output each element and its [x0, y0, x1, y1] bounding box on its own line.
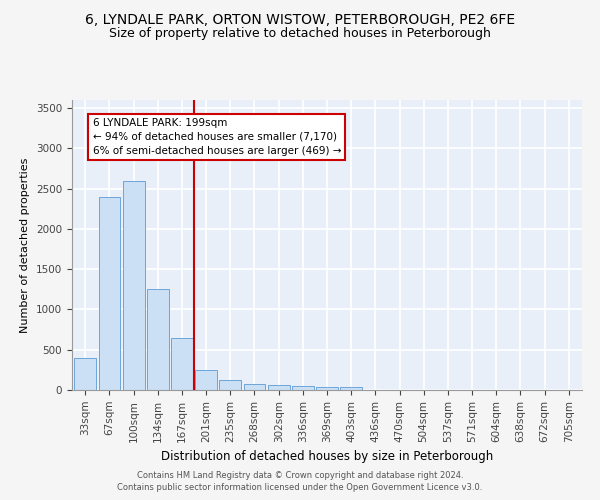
Bar [244, 384, 265, 390]
Bar [171, 338, 193, 390]
Text: 6, LYNDALE PARK, ORTON WISTOW, PETERBOROUGH, PE2 6FE: 6, LYNDALE PARK, ORTON WISTOW, PETERBORO… [85, 12, 515, 26]
Bar [74, 358, 96, 390]
Bar [268, 385, 290, 390]
Text: Contains HM Land Registry data © Crown copyright and database right 2024.
Contai: Contains HM Land Registry data © Crown c… [118, 471, 482, 492]
Bar [123, 180, 145, 390]
Bar [195, 370, 217, 390]
Bar [316, 387, 338, 390]
X-axis label: Distribution of detached houses by size in Peterborough: Distribution of detached houses by size … [161, 450, 493, 463]
Bar [292, 386, 314, 390]
Text: Size of property relative to detached houses in Peterborough: Size of property relative to detached ho… [109, 28, 491, 40]
Bar [147, 290, 169, 390]
Bar [220, 380, 241, 390]
Text: 6 LYNDALE PARK: 199sqm
← 94% of detached houses are smaller (7,170)
6% of semi-d: 6 LYNDALE PARK: 199sqm ← 94% of detached… [92, 118, 341, 156]
Bar [340, 387, 362, 390]
Bar [98, 196, 121, 390]
Y-axis label: Number of detached properties: Number of detached properties [20, 158, 31, 332]
